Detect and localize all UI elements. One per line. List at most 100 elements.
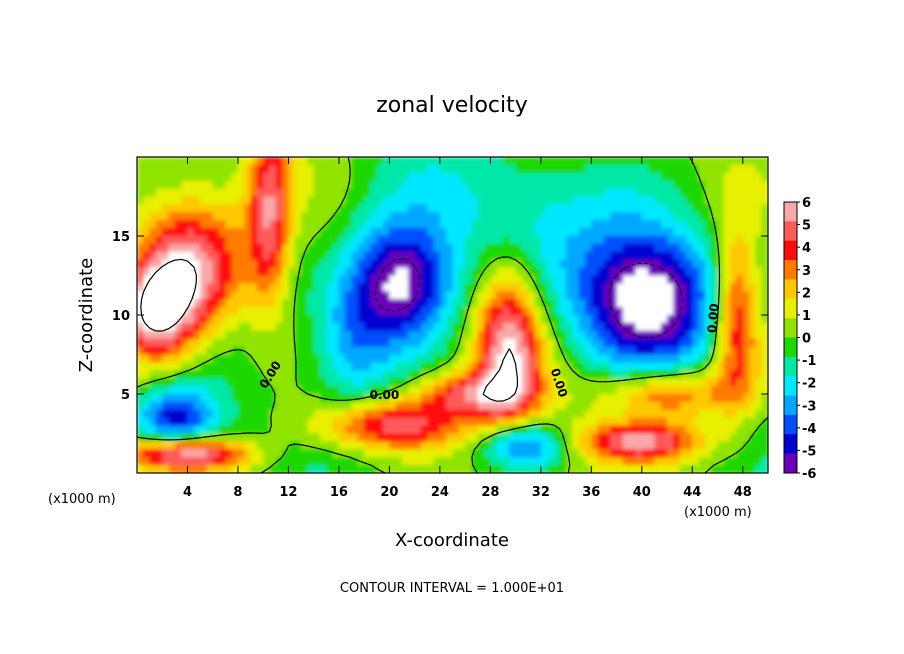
field-cell — [591, 338, 599, 348]
field-cell — [237, 283, 246, 293]
field-cell — [149, 299, 157, 308]
field-cell — [635, 362, 643, 372]
field-cell — [155, 157, 164, 166]
field-cell — [376, 283, 384, 293]
field-cell — [755, 259, 763, 269]
field-cell — [616, 180, 624, 190]
field-cell — [679, 417, 687, 427]
field-cell — [383, 307, 391, 316]
field-cell — [414, 220, 422, 229]
field-cell — [679, 322, 687, 332]
field-cell — [698, 401, 706, 411]
field-cell — [711, 330, 719, 340]
field-cell — [528, 251, 536, 261]
field-cell — [263, 196, 271, 206]
field-cell — [692, 330, 700, 340]
field-cell — [667, 164, 675, 174]
field-cell — [736, 188, 744, 198]
field-cell — [256, 236, 264, 245]
field-cell — [155, 204, 164, 214]
field-cell — [685, 243, 694, 253]
field-cell — [597, 386, 605, 395]
field-cell — [187, 196, 195, 206]
field-cell — [389, 465, 397, 473]
field-cell — [212, 330, 220, 340]
field-cell — [502, 275, 511, 285]
field-cell — [193, 204, 201, 214]
field-cell — [723, 204, 731, 214]
field-cell — [597, 362, 605, 372]
field-cell — [143, 457, 151, 466]
field-cell — [319, 220, 328, 229]
field-cell — [332, 315, 340, 324]
field-cell — [395, 433, 403, 443]
field-cell — [402, 283, 410, 293]
field-cell — [509, 251, 517, 261]
field-cell — [427, 378, 435, 387]
field-cell — [174, 362, 182, 372]
field-cell — [275, 291, 283, 300]
y-axis-label: Z-coordinate — [76, 258, 97, 373]
field-cell — [439, 172, 447, 182]
field-cell — [256, 409, 264, 419]
field-cell — [143, 417, 151, 427]
y-tick-label: 10 — [112, 309, 130, 324]
field-cell — [490, 401, 498, 411]
field-cell — [515, 417, 523, 427]
field-cell — [616, 346, 624, 356]
field-cell — [402, 204, 410, 214]
field-cell — [288, 259, 296, 269]
field-cell — [408, 188, 416, 198]
field-cell — [540, 386, 548, 395]
field-cell — [648, 228, 656, 237]
field-cell — [193, 236, 201, 245]
field-cell — [155, 259, 164, 269]
field-cell — [509, 449, 517, 458]
field-cell — [168, 188, 176, 198]
field-cell — [603, 362, 612, 372]
field-cell — [427, 180, 435, 190]
field-cell — [673, 465, 681, 473]
field-cell — [212, 236, 220, 245]
field-cell — [509, 164, 517, 174]
field-cell — [723, 275, 731, 285]
field-cell — [212, 196, 220, 206]
field-cell — [622, 236, 630, 245]
field-cell — [496, 465, 504, 473]
field-cell — [566, 346, 574, 356]
field-cell — [307, 409, 315, 419]
field-cell — [490, 259, 498, 269]
field-cell — [219, 417, 227, 427]
field-cell — [559, 338, 567, 348]
field-cell — [711, 370, 719, 379]
field-cell — [319, 441, 328, 451]
field-cell — [288, 251, 296, 261]
field-cell — [502, 164, 511, 174]
field-cell — [301, 180, 309, 190]
field-cell — [357, 164, 365, 174]
field-cell — [515, 322, 523, 332]
field-cell — [730, 164, 738, 174]
field-cell — [761, 307, 768, 316]
field-cell — [553, 275, 561, 285]
field-cell — [648, 188, 656, 198]
field-cell — [591, 251, 599, 261]
field-cell — [313, 291, 321, 300]
field-cell — [742, 346, 750, 356]
field-cell — [420, 251, 429, 261]
field-cell — [465, 291, 473, 300]
field-cell — [509, 243, 517, 253]
field-cell — [269, 204, 277, 214]
field-cell — [610, 172, 618, 182]
field-cell — [547, 212, 555, 221]
field-cell — [420, 322, 429, 332]
field-cell — [559, 283, 567, 293]
field-cell — [540, 228, 548, 237]
field-cell — [717, 315, 725, 324]
field-cell — [559, 401, 567, 411]
field-cell — [528, 228, 536, 237]
field-cell — [723, 196, 731, 206]
field-cell — [256, 267, 264, 277]
field-cell — [761, 425, 768, 435]
field-cell — [395, 370, 403, 379]
